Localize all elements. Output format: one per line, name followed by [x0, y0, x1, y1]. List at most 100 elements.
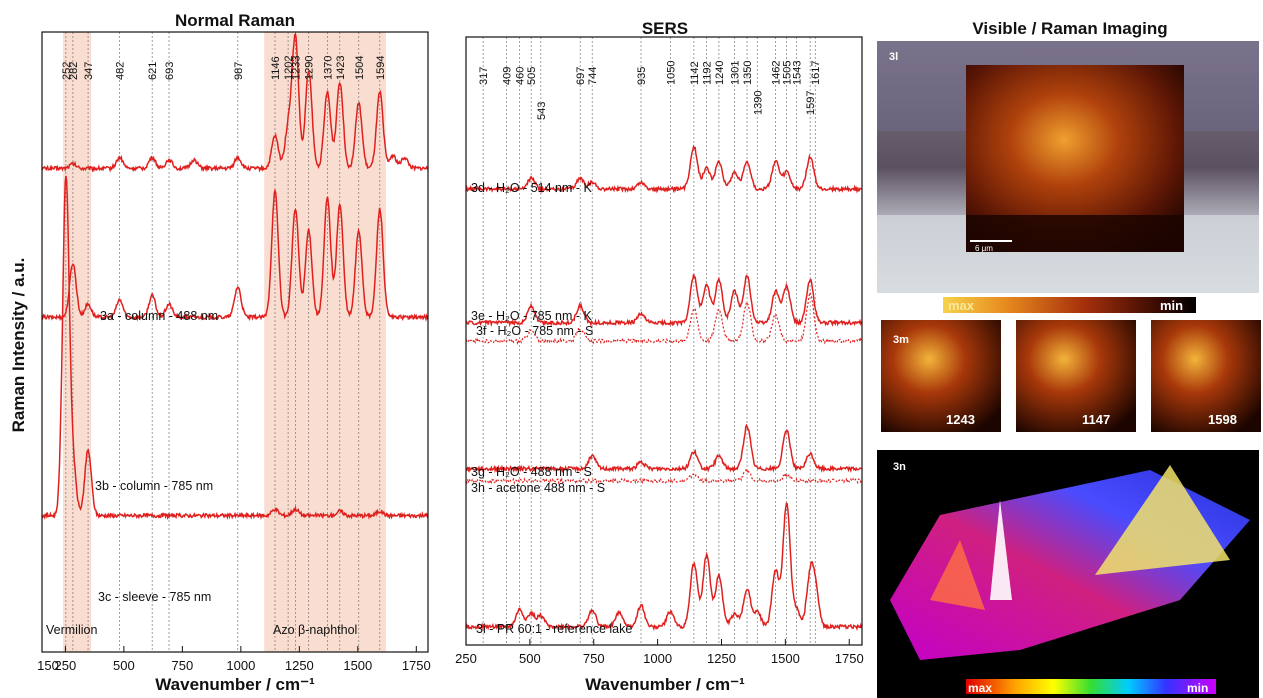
series-label: 3e - H₂O - 785 nm - K: [471, 309, 593, 323]
trace-labels: 3a - column - 488 nm 3b - column - 785 nm…: [95, 309, 218, 604]
x-tick-label: 1250: [285, 658, 314, 673]
peak-guide-lines: [65, 32, 381, 652]
sers-plot: 317 409 460 505 543 697 744 935 1050 1142 1192 1240…: [455, 36, 864, 694]
raman-map-1598: [1151, 320, 1261, 432]
peak-label: 1597: [805, 91, 817, 115]
x-tick-label: 1000: [226, 658, 255, 673]
peak-label: 1142: [689, 61, 701, 85]
highlight-region: [63, 32, 92, 652]
x-tick-label: 1500: [771, 651, 800, 666]
spectrum-line: [465, 502, 863, 632]
panel-label-3m: 3m: [893, 334, 909, 346]
plot-frame: [465, 36, 863, 646]
peak-label: 460: [515, 67, 527, 85]
series-label: 3f - H₂O - 785 nm - S: [476, 324, 593, 338]
x-tick-label: 750: [583, 651, 605, 666]
series-label: 3b - column - 785 nm: [95, 479, 213, 493]
peak-label: 1504: [354, 56, 366, 80]
x-tick-label: 750: [172, 658, 194, 673]
peak-label: 347: [83, 62, 95, 80]
peak-label: 1423: [335, 56, 347, 80]
colorbar: [943, 297, 1196, 313]
left-panel-title: Normal Raman: [175, 11, 295, 30]
spectrum-line: [41, 187, 429, 322]
x-tick-label: 1750: [402, 658, 431, 673]
peak-label: 987: [233, 62, 245, 80]
x-tick-label: 1750: [835, 651, 864, 666]
spectrum-line: [465, 144, 862, 194]
series-label: 3d - H₂O - 514 nm - K: [471, 181, 593, 195]
panel-label-3l: 3l: [889, 51, 898, 63]
peak-label: 935: [636, 67, 648, 85]
peak-label: 621: [147, 62, 159, 80]
peak-label: 1543: [791, 61, 803, 85]
peak-label: 1301: [730, 61, 742, 85]
peak-label: 1290: [304, 56, 316, 80]
colorbar-max: max: [948, 298, 975, 313]
peak-label: 1233: [290, 56, 302, 80]
highlight-regions: [63, 32, 386, 652]
colorbar-min: min: [1160, 298, 1183, 313]
spectra-traces: [465, 144, 863, 632]
peak-label: 317: [478, 67, 490, 85]
scale-bar-label: 6 μm: [975, 244, 993, 253]
peak-label: 1350: [742, 61, 754, 85]
peak-label: 1390: [752, 91, 764, 115]
panel-label-3n: 3n: [893, 461, 906, 473]
series-label: 3h - acetone 488 nm - S: [471, 481, 605, 495]
series-label: 3i - PR 60:1 - reference lake: [476, 622, 632, 636]
map-label-1243: 1243: [946, 412, 975, 427]
peak-label: 1617: [810, 61, 822, 85]
colorbar-3d: [966, 679, 1216, 694]
peak-label: 744: [587, 67, 599, 85]
spectrum-line: [41, 175, 429, 521]
colorbar-3d-max: max: [968, 681, 992, 695]
peak-label: 505: [526, 67, 538, 85]
peak-label: 1505: [782, 61, 794, 85]
x-tick-label: 150: [37, 658, 59, 673]
peak-label: 1192: [702, 61, 714, 85]
surface-peak-2: [1095, 465, 1230, 575]
peak-label: 252: [61, 62, 73, 80]
peak-label: 693: [164, 62, 176, 80]
peak-label: 1202: [283, 56, 295, 80]
peak-label: 1146: [270, 56, 282, 80]
trace-labels: 3d - H₂O - 514 nm - K 3e - H₂O - 785 nm -…: [471, 181, 632, 636]
region-label-azo: Azo β-naphthol: [273, 623, 357, 637]
peak-label: 543: [536, 102, 548, 120]
map-label-1598: 1598: [1208, 412, 1237, 427]
plot-frame: [41, 31, 429, 653]
x-tick-label: 1500: [343, 658, 372, 673]
peak-label: 1240: [714, 61, 726, 85]
peak-label: 1462: [771, 61, 783, 85]
series-label: 3c - sleeve - 785 nm: [98, 590, 211, 604]
spectrum-line: [465, 274, 863, 328]
spectra-traces: [41, 32, 429, 521]
peak-label: 1594: [375, 56, 387, 80]
x-tick-label: 250: [55, 658, 77, 673]
x-tick-label: 1000: [643, 651, 672, 666]
x-axis-ticks: 250 500 750 1000 1250 1500 1750 150: [37, 646, 431, 673]
spectrum-line: [465, 423, 862, 474]
x-tick-label: 250: [455, 651, 477, 666]
series-label: 3g - H₂O - 488 nm - S: [471, 465, 592, 479]
series-label: 3a - column - 488 nm: [100, 309, 218, 323]
highlight-region: [264, 32, 386, 652]
peak-label: 1050: [665, 61, 677, 85]
region-label-vermilion: Vermilion: [46, 623, 97, 637]
x-tick-label: 1250: [707, 651, 736, 666]
peak-label: 409: [502, 67, 514, 85]
spectrum-line: [465, 466, 863, 485]
colorbar-3d-min: min: [1187, 681, 1208, 695]
x-axis-label: Wavenumber / cm⁻¹: [585, 675, 745, 694]
right-panel-title: Visible / Raman Imaging: [972, 19, 1167, 38]
peak-label: 282: [68, 62, 80, 80]
x-axis-label: Wavenumber / cm⁻¹: [155, 675, 315, 694]
x-tick-label: 500: [519, 651, 541, 666]
map-label-1147: 1147: [1082, 412, 1110, 427]
imaging-panel: 3l 6 μm max min 3m 1243 1147 1598 3n max…: [877, 41, 1261, 698]
peak-label: 697: [575, 67, 587, 85]
